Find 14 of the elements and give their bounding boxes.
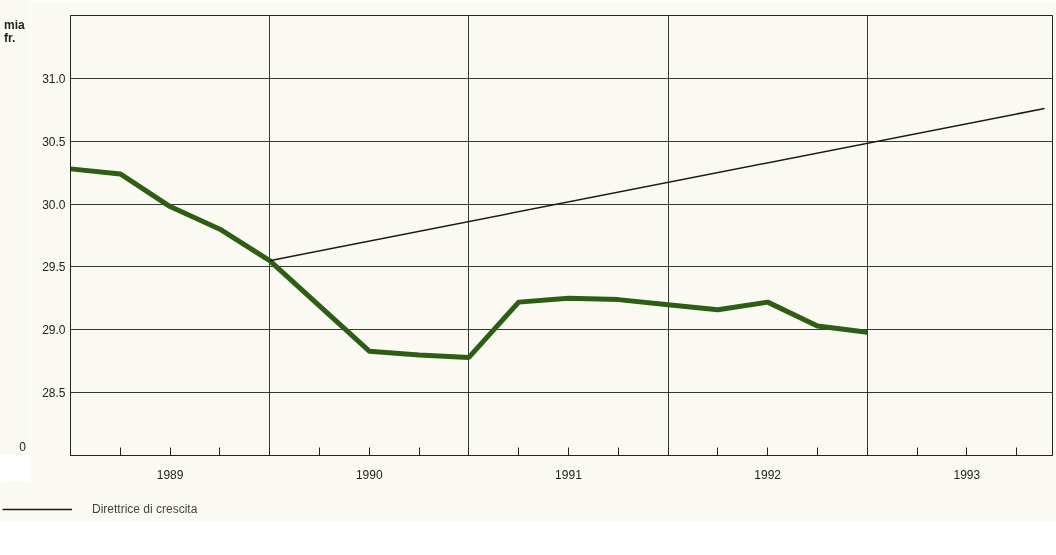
x-tick-label: 1990 <box>355 467 383 482</box>
y-tick-label: 30.5 <box>42 134 66 149</box>
y-tick-label: 28.5 <box>42 386 66 401</box>
x-tick-label: 1989 <box>156 467 184 482</box>
x-tick-label: 1992 <box>754 467 782 482</box>
x-tick-label: 1993 <box>953 467 981 482</box>
y-tick-label: 29.0 <box>42 323 66 338</box>
y-axis-title: mia fr. <box>4 18 25 45</box>
x-tick-label: 1991 <box>555 467 583 482</box>
text: 0 <box>19 439 26 456</box>
y-tick-label: 29.5 <box>42 260 66 275</box>
y-tick-label: 31.0 <box>42 71 66 86</box>
y-tick-label: 30.0 <box>42 197 66 212</box>
text: Direttrice di crescita <box>92 502 198 516</box>
